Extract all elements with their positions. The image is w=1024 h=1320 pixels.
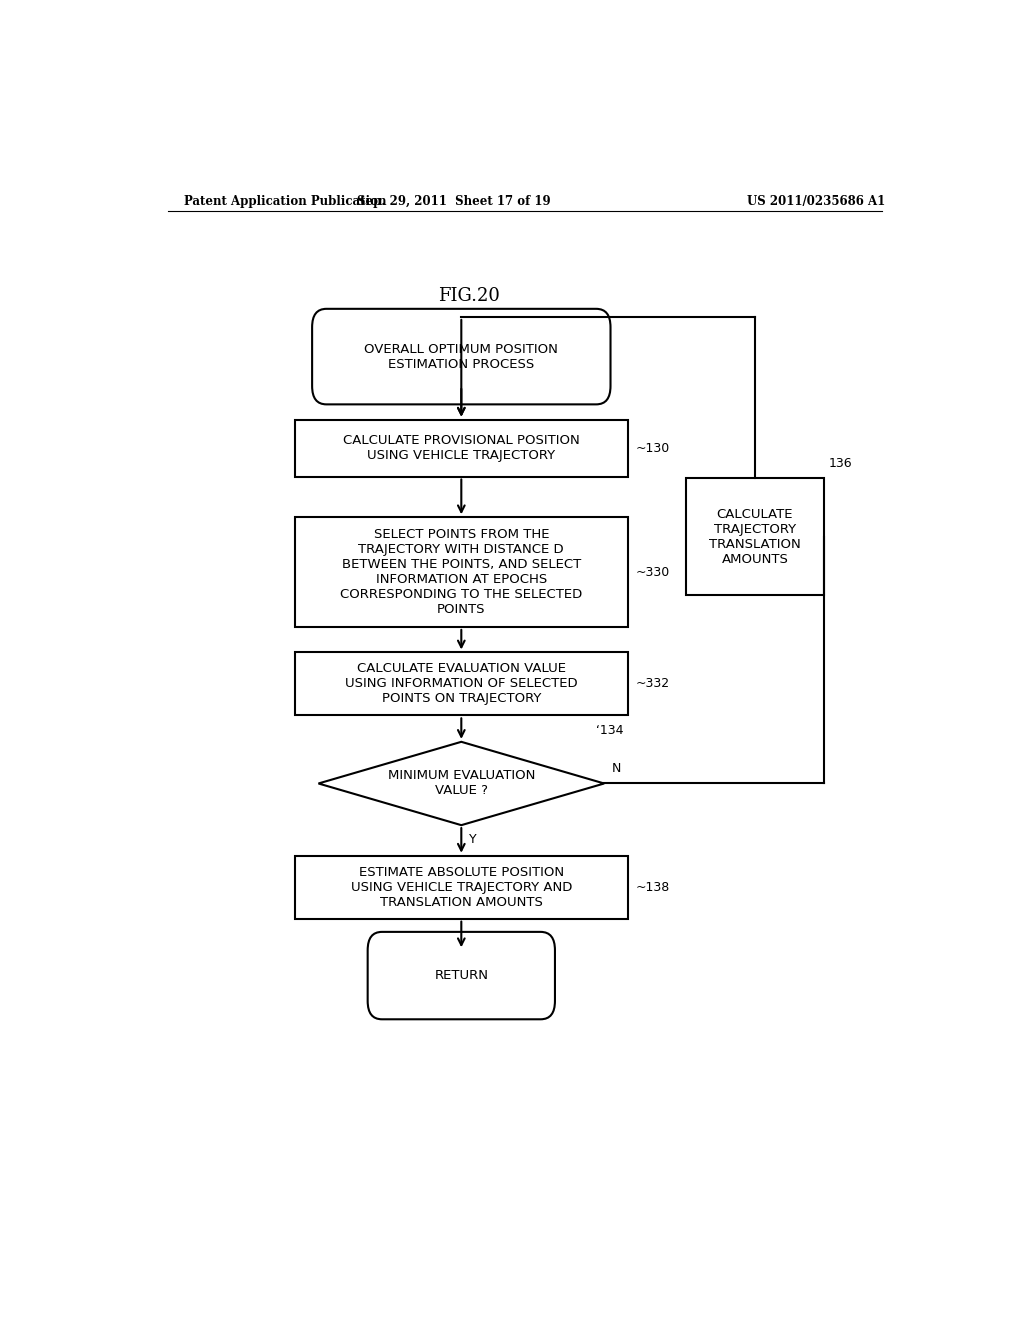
Text: Patent Application Publication: Patent Application Publication xyxy=(183,194,386,207)
Text: US 2011/0235686 A1: US 2011/0235686 A1 xyxy=(748,194,886,207)
Text: ~332: ~332 xyxy=(636,677,670,690)
Polygon shape xyxy=(318,742,604,825)
Text: ESTIMATE ABSOLUTE POSITION
USING VEHICLE TRAJECTORY AND
TRANSLATION AMOUNTS: ESTIMATE ABSOLUTE POSITION USING VEHICLE… xyxy=(350,866,572,908)
Bar xyxy=(685,478,824,595)
Bar xyxy=(295,420,628,477)
Text: ~130: ~130 xyxy=(636,442,670,454)
Text: Sep. 29, 2011  Sheet 17 of 19: Sep. 29, 2011 Sheet 17 of 19 xyxy=(356,194,550,207)
Text: CALCULATE EVALUATION VALUE
USING INFORMATION OF SELECTED
POINTS ON TRAJECTORY: CALCULATE EVALUATION VALUE USING INFORMA… xyxy=(345,663,578,705)
Text: FIG.20: FIG.20 xyxy=(438,286,500,305)
FancyBboxPatch shape xyxy=(368,932,555,1019)
Text: CALCULATE
TRAJECTORY
TRANSLATION
AMOUNTS: CALCULATE TRAJECTORY TRANSLATION AMOUNTS xyxy=(709,507,801,565)
FancyBboxPatch shape xyxy=(312,309,610,404)
Text: MINIMUM EVALUATION
VALUE ?: MINIMUM EVALUATION VALUE ? xyxy=(388,770,535,797)
Text: SELECT POINTS FROM THE
TRAJECTORY WITH DISTANCE D
BETWEEN THE POINTS, AND SELECT: SELECT POINTS FROM THE TRAJECTORY WITH D… xyxy=(340,528,583,616)
Text: OVERALL OPTIMUM POSITION
ESTIMATION PROCESS: OVERALL OPTIMUM POSITION ESTIMATION PROC… xyxy=(365,343,558,371)
Text: CALCULATE PROVISIONAL POSITION
USING VEHICLE TRAJECTORY: CALCULATE PROVISIONAL POSITION USING VEH… xyxy=(343,434,580,462)
Bar xyxy=(295,517,628,627)
Bar xyxy=(295,855,628,919)
Text: ~138: ~138 xyxy=(636,880,670,894)
Text: ~330: ~330 xyxy=(636,565,670,578)
Text: RETURN: RETURN xyxy=(434,969,488,982)
Text: ‘134: ‘134 xyxy=(596,723,624,737)
Text: 136: 136 xyxy=(828,457,852,470)
Text: N: N xyxy=(612,763,622,775)
Text: Y: Y xyxy=(469,833,477,846)
Bar xyxy=(295,652,628,715)
